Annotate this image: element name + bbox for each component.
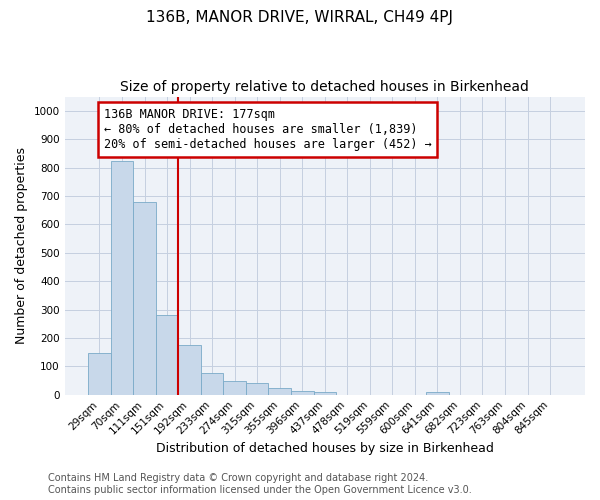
Bar — [291, 392, 314, 394]
Bar — [314, 392, 336, 394]
Title: Size of property relative to detached houses in Birkenhead: Size of property relative to detached ho… — [121, 80, 529, 94]
Bar — [426, 392, 449, 394]
Bar — [268, 388, 291, 394]
Bar — [178, 345, 201, 395]
Bar — [201, 372, 223, 394]
X-axis label: Distribution of detached houses by size in Birkenhead: Distribution of detached houses by size … — [156, 442, 494, 455]
Text: 136B, MANOR DRIVE, WIRRAL, CH49 4PJ: 136B, MANOR DRIVE, WIRRAL, CH49 4PJ — [146, 10, 454, 25]
Bar — [88, 352, 111, 395]
Bar — [246, 383, 268, 394]
Bar — [223, 380, 246, 394]
Bar — [133, 202, 156, 394]
Bar — [156, 315, 178, 394]
Text: Contains HM Land Registry data © Crown copyright and database right 2024.
Contai: Contains HM Land Registry data © Crown c… — [48, 474, 472, 495]
Bar — [111, 162, 133, 394]
Text: 136B MANOR DRIVE: 177sqm
← 80% of detached houses are smaller (1,839)
20% of sem: 136B MANOR DRIVE: 177sqm ← 80% of detach… — [104, 108, 431, 151]
Y-axis label: Number of detached properties: Number of detached properties — [15, 147, 28, 344]
